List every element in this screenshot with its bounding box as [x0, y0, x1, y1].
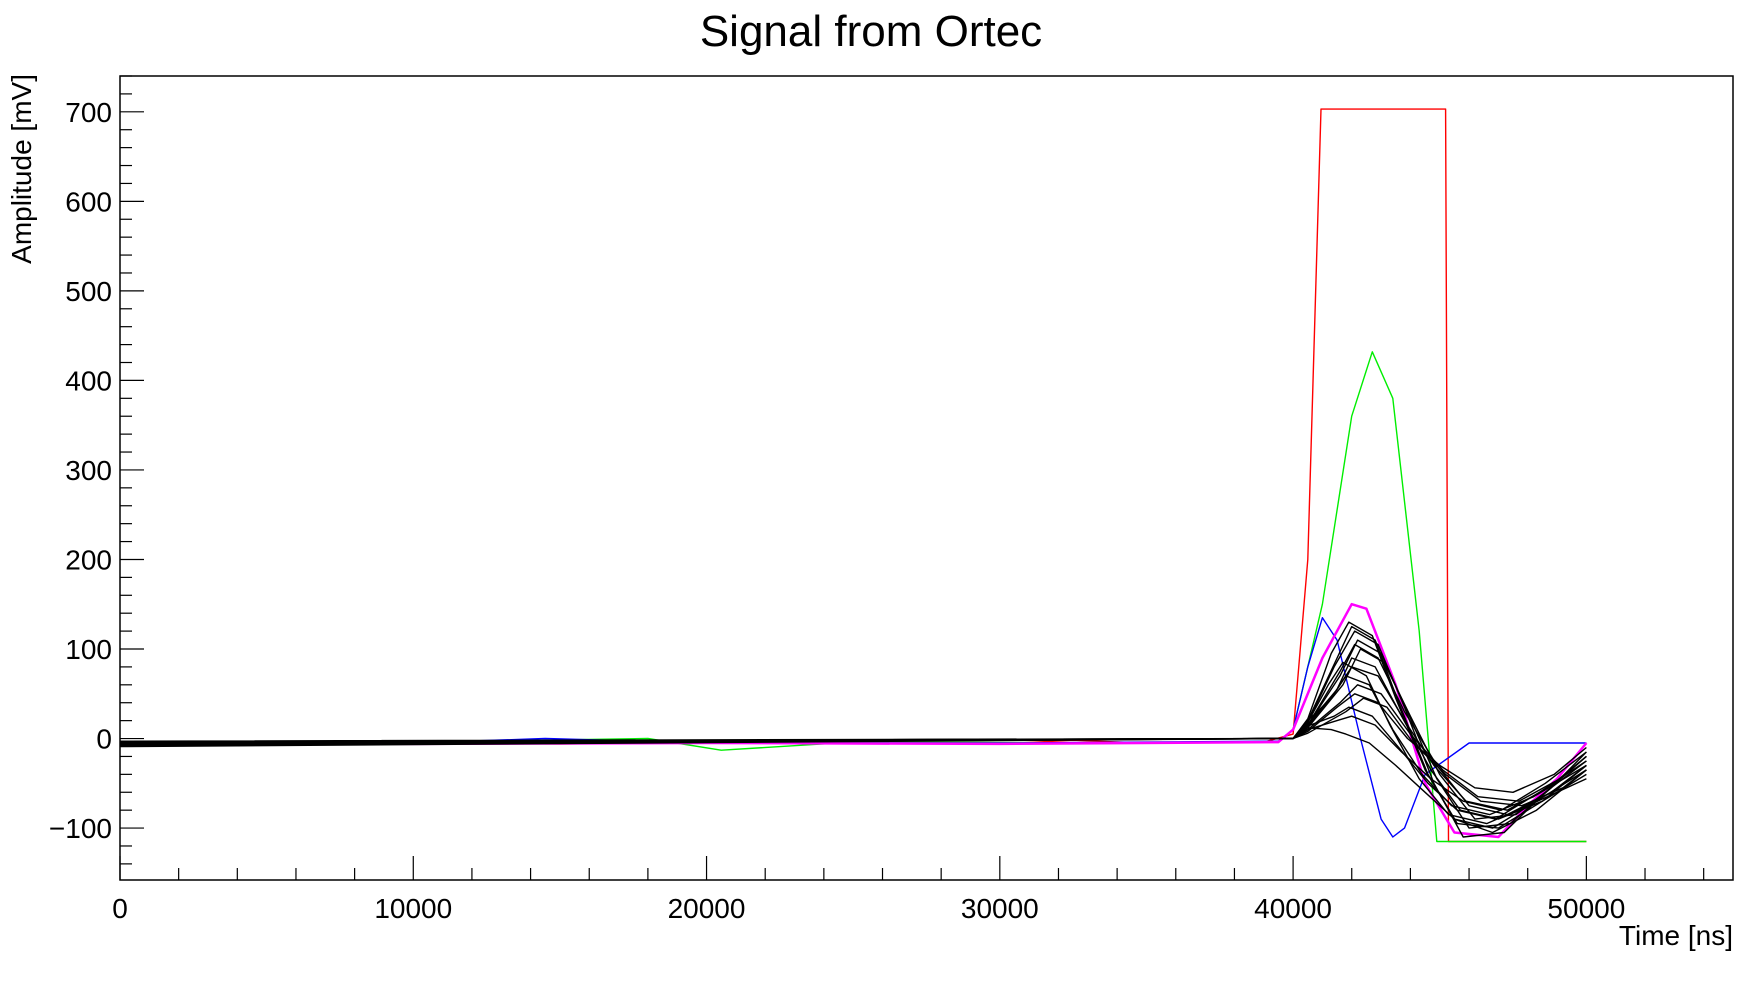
y-tick-label: 0 — [96, 724, 112, 755]
y-axis-title: Amplitude [mV] — [6, 74, 37, 264]
x-tick-label: 0 — [112, 893, 128, 924]
y-tick-label: 500 — [65, 276, 112, 307]
series-line-black-6 — [119, 639, 1587, 829]
series-layer — [119, 108, 1588, 843]
y-tick-label: 600 — [65, 186, 112, 217]
series-line-black-9 — [119, 657, 1587, 820]
chart-title: Signal from Ortec — [700, 7, 1042, 56]
series-line-black-11 — [119, 675, 1587, 816]
series-line-black-17 — [119, 715, 1587, 811]
series-line-black-5 — [119, 630, 1587, 838]
y-tick-label: 400 — [65, 365, 112, 396]
x-axis-title: Time [ns] — [1619, 920, 1733, 951]
series-line-black-14 — [119, 661, 1587, 825]
series-line-black-19 — [119, 643, 1587, 816]
y-tick-label: 700 — [65, 97, 112, 128]
series-line-red-0 — [120, 108, 1587, 843]
x-tick-label: 30000 — [961, 893, 1039, 924]
series-line-black-13 — [119, 693, 1587, 793]
plot-frame — [119, 75, 1734, 881]
y-tick-label: 300 — [65, 455, 112, 486]
series-line-black-7 — [119, 621, 1587, 834]
y-axis: −100 0 100 200 300 400 500 600 700 — [49, 75, 144, 865]
y-tick-label: 100 — [65, 634, 112, 665]
series-line-green-1 — [120, 351, 1587, 843]
series-line-black-18 — [119, 727, 1587, 829]
x-tick-label: 50000 — [1547, 893, 1625, 924]
x-axis: 0 10000 20000 30000 40000 50000 — [112, 856, 1705, 924]
series-line-black-8 — [119, 648, 1587, 820]
series-line-black-15 — [119, 697, 1587, 807]
x-tick-label: 40000 — [1254, 893, 1332, 924]
y-tick-label: −100 — [49, 813, 112, 844]
x-tick-label: 10000 — [374, 893, 452, 924]
series-line-black-4 — [119, 625, 1587, 829]
x-tick-label: 20000 — [668, 893, 746, 924]
y-tick-label: 200 — [65, 544, 112, 575]
series-line-magenta-3 — [119, 602, 1588, 839]
